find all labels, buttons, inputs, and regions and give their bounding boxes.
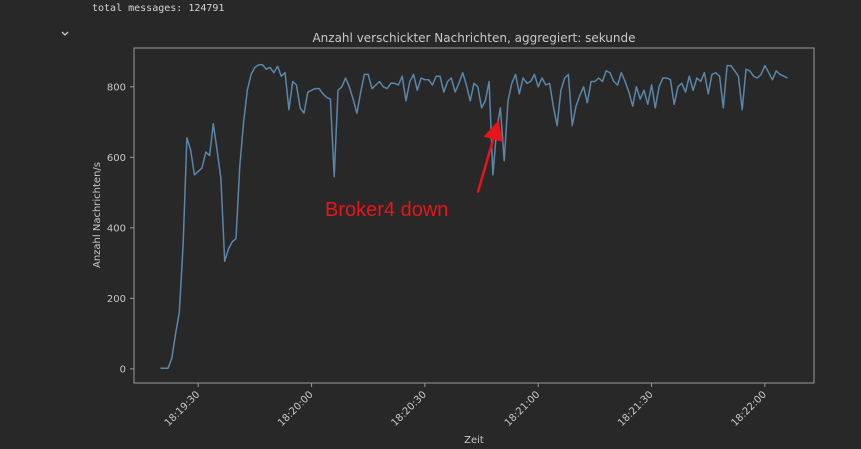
y-tick-label: 800 <box>107 82 126 93</box>
chevron-down-icon[interactable] <box>58 26 72 40</box>
annotation-label: Broker4 down <box>325 199 448 221</box>
x-tick-label: 18:21:30 <box>616 389 656 429</box>
annotation-arrow <box>476 120 503 193</box>
x-tick-label: 18:20:30 <box>389 389 429 429</box>
y-axis: 0 200 400 600 800 <box>107 82 134 375</box>
x-axis: 18:19:30 18:20:00 18:20:30 18:21:00 18:21:30… <box>163 383 769 429</box>
y-tick-label: 0 <box>120 364 126 375</box>
series-line <box>160 63 788 369</box>
y-tick-label: 200 <box>107 294 126 305</box>
output-text: total messages: 124791 <box>92 3 225 14</box>
y-axis-title: Anzahl Nachrichten/s <box>92 162 103 268</box>
x-tick-label: 18:22:00 <box>729 389 769 429</box>
chart-title: Anzahl verschickter Nachrichten, aggregi… <box>312 31 635 45</box>
x-tick-label: 18:20:00 <box>276 389 316 429</box>
y-tick-label: 600 <box>107 153 126 164</box>
x-tick-label: 18:19:30 <box>163 389 203 429</box>
y-tick-label: 400 <box>107 223 126 234</box>
x-tick-label: 18:21:00 <box>503 389 543 429</box>
plot-frame <box>133 47 815 384</box>
x-axis-title: Zeit <box>464 435 484 446</box>
